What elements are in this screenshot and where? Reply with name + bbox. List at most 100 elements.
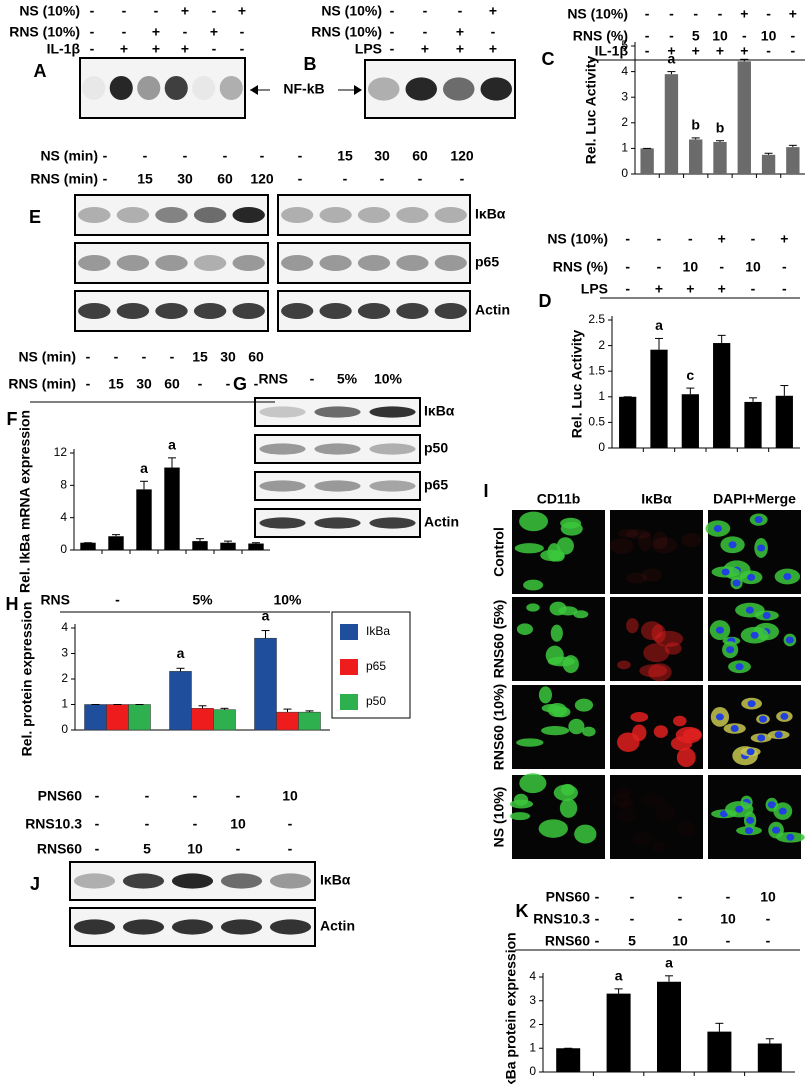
condition-value: + (421, 41, 429, 57)
cell (630, 712, 649, 722)
condition-value: - (645, 43, 650, 59)
annotation: b (716, 119, 725, 135)
band (396, 303, 429, 319)
bar (213, 709, 236, 731)
condition-label: NS (min) (40, 148, 98, 164)
condition-value: - (595, 911, 600, 927)
cell (654, 630, 684, 647)
condition-value: - (782, 259, 787, 275)
band (405, 77, 437, 101)
cell (664, 642, 682, 655)
cell (540, 549, 565, 562)
band-label: NF-kB (283, 81, 324, 97)
nucleus (750, 631, 759, 639)
condition-value: 5 (692, 28, 700, 44)
band (155, 255, 188, 271)
cell (519, 511, 549, 532)
bar (689, 139, 703, 174)
condition-value: - (418, 171, 423, 187)
condition-value: - (595, 889, 600, 905)
condition-label: RNS (10%) (9, 24, 80, 40)
condition-value: 30 (136, 376, 152, 392)
condition-value: - (625, 281, 630, 297)
cell (651, 537, 678, 554)
annotation: a (262, 607, 270, 623)
nucleus (735, 663, 744, 671)
y-tick-label: 12 (54, 445, 68, 459)
condition-value: - (226, 376, 231, 392)
condition-value: - (657, 231, 662, 247)
bar (556, 1048, 581, 1072)
cell (683, 728, 702, 741)
nucleus (732, 579, 741, 587)
y-tick-label: 0.5 (588, 415, 605, 429)
band (109, 76, 133, 100)
category-label: - (115, 592, 120, 608)
band (73, 919, 116, 935)
condition-value: - (86, 376, 91, 392)
band (480, 77, 512, 101)
cell (648, 663, 672, 682)
y-tick-label: 0 (621, 166, 628, 180)
condition-value: - (95, 788, 100, 804)
band (314, 443, 361, 455)
y-tick-label: 1 (621, 141, 628, 155)
annotation: c (686, 367, 694, 383)
y-axis-label: Rel.IkBa protein expression (503, 932, 519, 1084)
annotation: a (668, 50, 676, 66)
annotation: a (655, 317, 663, 333)
condition-value: 10 (712, 28, 728, 44)
condition-value: - (122, 24, 127, 40)
band (78, 303, 111, 319)
condition-value: - (458, 3, 463, 19)
band (73, 873, 116, 889)
band (434, 255, 467, 271)
cell (558, 606, 578, 616)
y-tick-label: 1 (61, 697, 68, 711)
cell (541, 725, 570, 736)
bar (248, 543, 264, 550)
band (281, 303, 314, 319)
cell (670, 736, 693, 751)
condition-value: - (625, 259, 630, 275)
condition-value: - (791, 28, 796, 44)
panel-label: I (483, 481, 488, 501)
cell (556, 537, 574, 555)
condition-value: 15 (192, 349, 208, 365)
bar (192, 541, 208, 550)
condition-value: - (595, 933, 600, 949)
protein-label: Actin (424, 514, 459, 530)
cell (560, 521, 583, 536)
condition-value: 10 (282, 788, 298, 804)
legend-swatch (340, 659, 358, 675)
nucleus (721, 568, 730, 576)
condition-value: - (343, 171, 348, 187)
cell (617, 660, 631, 670)
band (259, 443, 306, 455)
blot (277, 242, 471, 284)
band (171, 919, 214, 935)
band (259, 480, 306, 492)
cell (553, 784, 578, 801)
band (171, 873, 214, 889)
condition-value: 10 (672, 933, 688, 949)
category-label: 5% (192, 592, 213, 608)
band (259, 406, 306, 418)
y-tick-label: 0 (529, 1064, 536, 1078)
y-tick-label: 2 (61, 671, 68, 685)
panel-label: H (6, 594, 19, 614)
protein-label: Actin (320, 918, 355, 934)
nucleus (757, 544, 766, 552)
condition-value: - (390, 24, 395, 40)
band (122, 919, 165, 935)
protein-label: p65 (424, 477, 448, 493)
condition-value: - (86, 349, 91, 365)
condition-label: LPS (581, 281, 608, 297)
condition-value: 10 (683, 259, 699, 275)
band (281, 207, 314, 223)
condition-value: - (669, 6, 674, 22)
bar (657, 981, 681, 1072)
cell (626, 572, 647, 584)
